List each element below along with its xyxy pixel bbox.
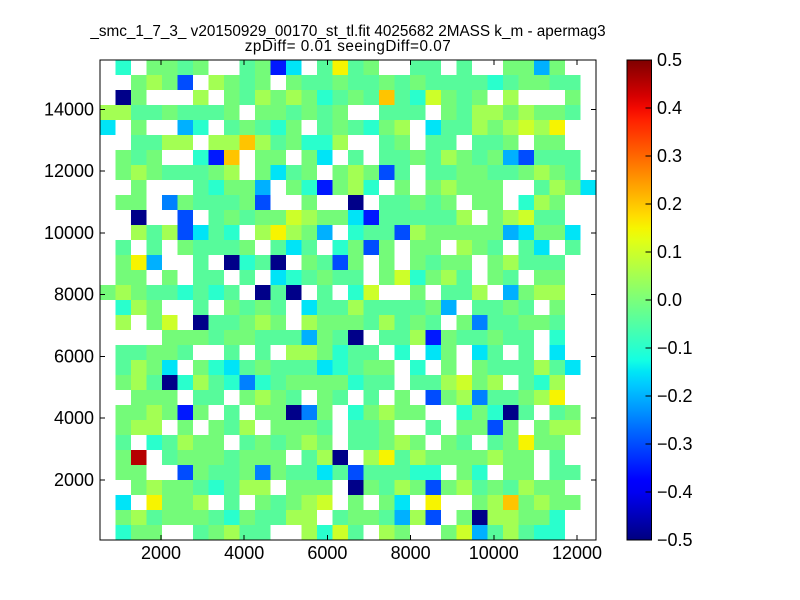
svg-text:0.4: 0.4: [657, 98, 682, 118]
svg-text:_smc_1_7_3_ v20150929_00170_st: _smc_1_7_3_ v20150929_00170_st_tl.fit 40…: [89, 23, 605, 40]
svg-text:−0.1: −0.1: [657, 338, 693, 358]
svg-text:6000: 6000: [54, 346, 94, 366]
svg-text:10000: 10000: [469, 543, 519, 563]
svg-text:0.2: 0.2: [657, 194, 682, 214]
svg-text:2000: 2000: [141, 543, 181, 563]
svg-text:−0.2: −0.2: [657, 386, 693, 406]
svg-text:6000: 6000: [307, 543, 347, 563]
svg-text:0.5: 0.5: [657, 50, 682, 70]
svg-text:0.1: 0.1: [657, 242, 682, 262]
svg-text:zpDiff= 0.01 seeingDiff=0.07: zpDiff= 0.01 seeingDiff=0.07: [245, 38, 451, 55]
svg-text:4000: 4000: [224, 543, 264, 563]
svg-text:8000: 8000: [391, 543, 431, 563]
svg-text:14000: 14000: [44, 99, 94, 119]
svg-text:4000: 4000: [54, 408, 94, 428]
svg-text:12000: 12000: [552, 543, 602, 563]
svg-text:−0.4: −0.4: [657, 482, 693, 502]
svg-text:12000: 12000: [44, 161, 94, 181]
svg-text:0.0: 0.0: [657, 290, 682, 310]
svg-text:−0.3: −0.3: [657, 434, 693, 454]
svg-text:0.3: 0.3: [657, 146, 682, 166]
svg-text:8000: 8000: [54, 285, 94, 305]
svg-text:10000: 10000: [44, 223, 94, 243]
svg-text:2000: 2000: [54, 470, 94, 490]
svg-text:−0.5: −0.5: [657, 530, 693, 550]
